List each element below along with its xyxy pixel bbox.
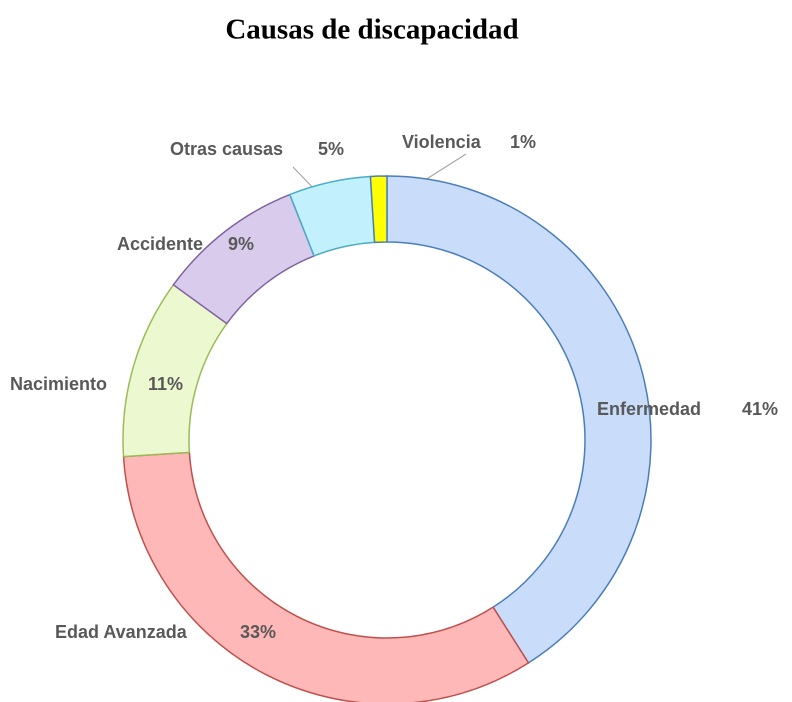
chart-title: Causas de discapacidad — [225, 14, 518, 46]
donut-segment — [386, 175, 652, 664]
category-label: Otras causas — [170, 139, 283, 159]
category-label: Enfermedad — [597, 399, 701, 419]
value-label: 9% — [228, 234, 254, 254]
category-label: Accidente — [117, 234, 203, 254]
donut-segment — [369, 175, 388, 244]
donut-segment — [122, 451, 530, 702]
value-label: 11% — [148, 374, 183, 394]
value-label: 5% — [318, 139, 344, 159]
category-label: Nacimiento — [10, 374, 107, 394]
category-label: Edad Avanzada — [55, 622, 188, 642]
value-label: 41% — [742, 399, 778, 419]
value-label: 33% — [240, 622, 276, 642]
category-label: Violencia — [402, 132, 482, 152]
value-label: 1% — [510, 132, 536, 152]
